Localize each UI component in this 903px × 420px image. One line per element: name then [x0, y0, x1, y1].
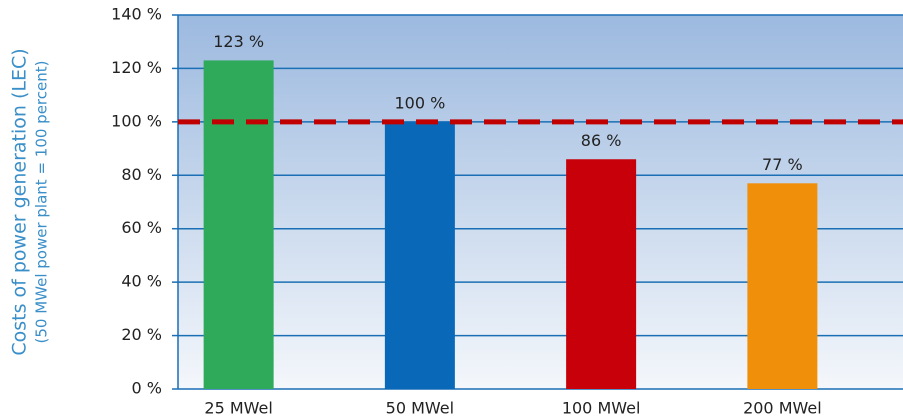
bar: [384, 121, 455, 389]
y-tick-label: 0 %: [132, 379, 162, 398]
y-tick-label: 60 %: [121, 218, 162, 237]
y-tick-label: 20 %: [121, 325, 162, 344]
value-label: 86 %: [581, 131, 622, 150]
y-tick-label: 80 %: [121, 165, 162, 184]
y-tick-label: 100 %: [111, 111, 162, 130]
x-tick-label: 100 MWel: [562, 399, 641, 418]
value-label: 100 %: [394, 93, 445, 112]
bar: [203, 60, 274, 390]
value-label: 123 %: [213, 32, 264, 51]
x-tick-label: 25 MWel: [204, 399, 272, 418]
bar: [566, 159, 637, 389]
y-axis-subtitle: (50 MWel power plant = 100 percent): [33, 61, 51, 344]
y-axis-title: Costs of power generation (LEC): [9, 48, 31, 355]
x-tick-label: 200 MWel: [743, 399, 822, 418]
y-tick-label: 140 %: [111, 5, 162, 24]
value-label: 77 %: [762, 155, 803, 174]
y-tick-label: 40 %: [121, 272, 162, 291]
x-tick-label: 50 MWel: [386, 399, 454, 418]
y-tick-label: 120 %: [111, 58, 162, 77]
bar: [747, 183, 818, 389]
